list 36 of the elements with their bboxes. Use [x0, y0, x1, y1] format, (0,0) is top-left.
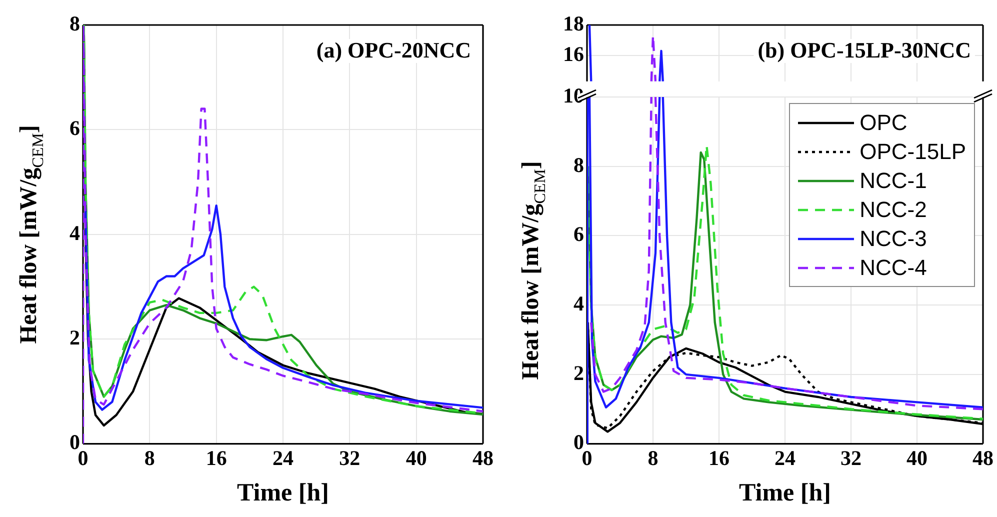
- y-axis-title: Heat flow [mW/gCEM]: [518, 161, 549, 380]
- legend-label: NCC-4: [860, 254, 927, 280]
- y-tick-label: 6: [70, 116, 80, 140]
- y-tick-label: 2: [70, 326, 80, 350]
- legend-label: NCC-2: [860, 196, 927, 222]
- y-tick-label: 18: [563, 11, 584, 36]
- y-tick-label: 2: [574, 360, 584, 385]
- x-tick-label: 40: [406, 446, 427, 470]
- y-tick-label: 0: [574, 430, 584, 454]
- y-tick-label: 4: [70, 220, 80, 245]
- text: (b) OPC-15LP-30NCC: [758, 38, 971, 63]
- x-axis-title: Time [h]: [739, 479, 831, 506]
- x-tick-label: 16: [206, 446, 227, 470]
- x-tick-label: 32: [339, 446, 360, 470]
- y-tick-label: 8: [70, 11, 80, 36]
- x-tick-label: 48: [472, 446, 494, 470]
- legend-label: NCC-3: [860, 226, 927, 252]
- text: (a) OPC-20NCC: [316, 38, 471, 63]
- x-tick-label: 16: [708, 446, 730, 470]
- x-tick-label: 24: [774, 446, 796, 470]
- x-axis-title: Time [h]: [237, 479, 329, 506]
- x-tick-label: 32: [840, 446, 862, 470]
- x-tick-label: 8: [648, 446, 658, 470]
- x-tick-label: 48: [972, 446, 994, 470]
- y-tick-label: 8: [574, 152, 584, 177]
- x-tick-label: 24: [272, 446, 294, 470]
- y-axis-title: Heat flow [mW/gCEM]: [16, 125, 47, 344]
- legend-label: NCC-1: [860, 168, 927, 194]
- x-tick-label: 40: [906, 446, 928, 470]
- y-tick-label: 4: [574, 292, 584, 316]
- y-tick-label: 6: [574, 222, 584, 246]
- legend-label: OPC-15LP: [860, 138, 966, 164]
- legend-label: OPC: [860, 110, 908, 136]
- y-tick-label: 0: [70, 430, 80, 454]
- x-tick-label: 8: [144, 446, 155, 470]
- y-tick-label: 16: [563, 42, 584, 66]
